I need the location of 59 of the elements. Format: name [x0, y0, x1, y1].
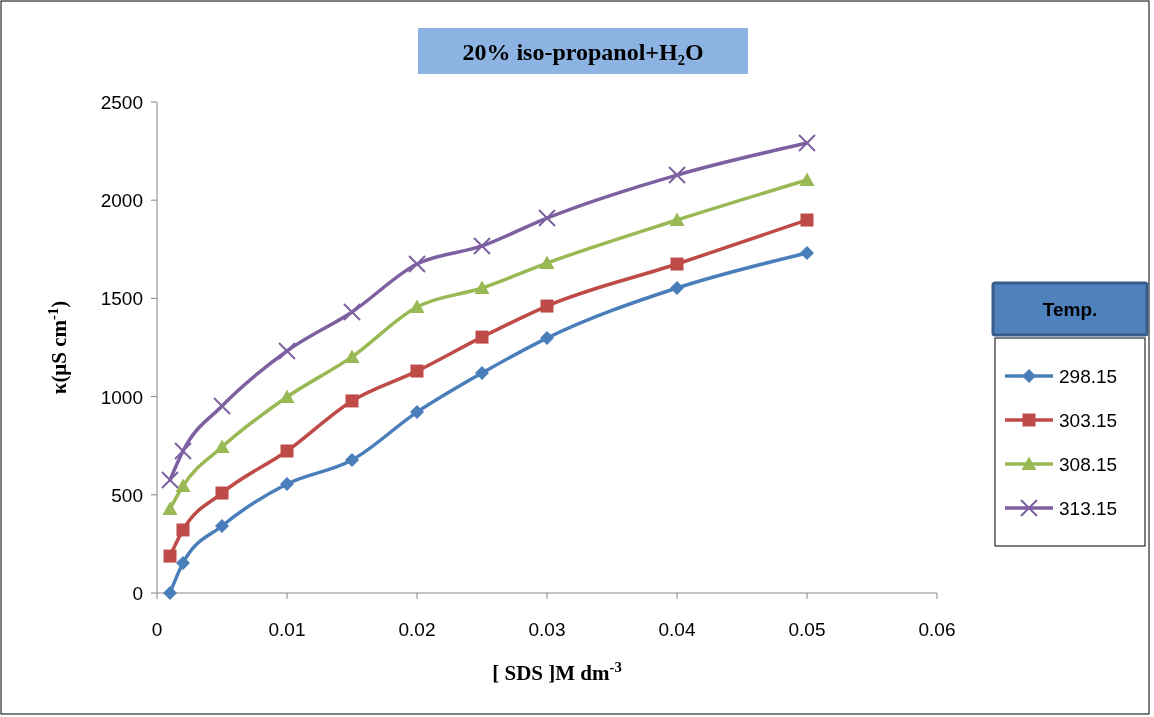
point: [343, 302, 361, 321]
point: [345, 453, 359, 468]
legend-label: 313.15: [1059, 498, 1118, 519]
x-tick-label: 0.05: [788, 619, 826, 640]
point: [540, 299, 554, 313]
point: [176, 523, 190, 537]
point: [174, 442, 192, 460]
point: [798, 134, 816, 153]
x-tick-label: 0.06: [918, 619, 956, 640]
point: [410, 405, 424, 420]
point: [345, 394, 359, 408]
legend-label: 298.15: [1059, 366, 1118, 387]
y-tick-label: 2500: [100, 92, 143, 113]
point: [344, 349, 360, 363]
y-tick-label: 0: [132, 583, 143, 604]
x-tick-label: 0.02: [398, 619, 436, 640]
chart-title: 20% iso-propanol+H₂O: [462, 39, 704, 65]
point: [410, 364, 424, 378]
legend-label: 303.15: [1059, 410, 1118, 431]
point: [799, 172, 815, 186]
point: [475, 366, 489, 381]
x-tick-label: 0.01: [268, 619, 306, 640]
point: [669, 212, 685, 227]
point: [670, 280, 684, 295]
point: [473, 236, 491, 255]
point: [409, 299, 425, 314]
legend-label: 308.15: [1059, 454, 1118, 475]
point: [163, 549, 177, 563]
legend-title: Temp.: [1042, 299, 1098, 320]
y-tick-label: 1500: [100, 288, 143, 310]
point: [538, 209, 556, 228]
y-tick-label: 500: [111, 484, 143, 506]
point: [474, 280, 490, 294]
point: [539, 255, 555, 270]
point: [280, 444, 294, 458]
point: [163, 586, 177, 600]
point: [278, 342, 296, 361]
point: [175, 478, 191, 492]
x-tick-label: 0.03: [528, 619, 566, 640]
point: [162, 501, 178, 515]
point: [214, 439, 230, 454]
point: [800, 213, 814, 227]
point: [475, 330, 489, 344]
point: [279, 389, 295, 403]
point: [215, 519, 229, 534]
y-tick-label: 1000: [100, 386, 143, 408]
point: [800, 246, 814, 261]
x-axis-title: [ SDS ]M dm$^{-3}$: [492, 659, 622, 685]
point: [408, 255, 426, 274]
point: [670, 257, 684, 271]
point: [161, 471, 179, 490]
point: [215, 486, 229, 500]
x-tick-label: 0: [151, 619, 163, 640]
x-tick-label: 0.04: [658, 619, 696, 640]
point: [668, 166, 686, 185]
y-tick-label: 2000: [100, 190, 143, 212]
point: [540, 331, 554, 346]
point: [280, 477, 294, 491]
point: [176, 555, 190, 570]
